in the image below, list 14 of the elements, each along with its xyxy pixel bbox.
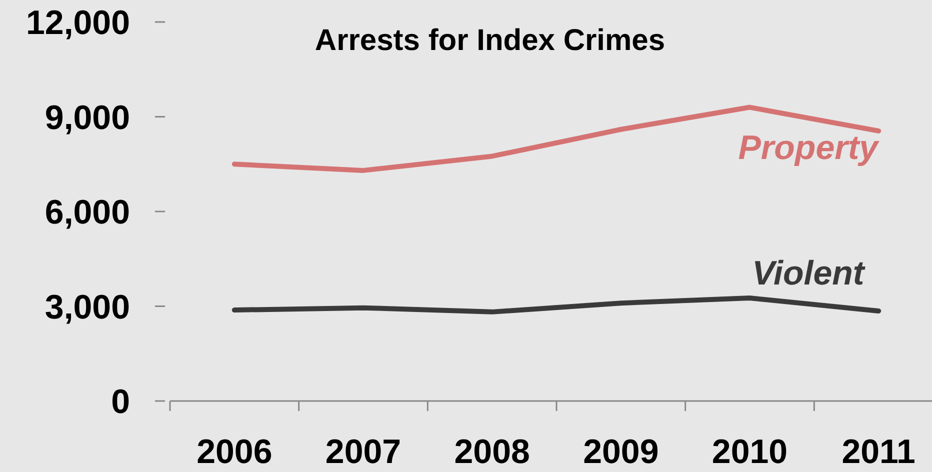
- x-tick-label: 2011: [842, 433, 916, 471]
- x-tick-label: 2006: [196, 433, 272, 471]
- x-tick-label: 2008: [454, 433, 530, 471]
- y-tick-label: 9,000: [44, 98, 130, 137]
- y-tick-label: 12,000: [26, 4, 130, 42]
- y-tick-label: 3,000: [44, 288, 130, 326]
- x-tick-label: 2007: [325, 433, 402, 471]
- x-tick-label: 2010: [712, 433, 788, 471]
- y-tick-label: 0: [111, 383, 130, 421]
- chart-title: Arrests for Index Crimes: [314, 24, 666, 57]
- series-label: Property: [738, 129, 880, 168]
- y-tick-label: 6,000: [44, 194, 130, 232]
- x-tick-label: 2009: [583, 433, 659, 471]
- series-label: Violent: [752, 254, 866, 293]
